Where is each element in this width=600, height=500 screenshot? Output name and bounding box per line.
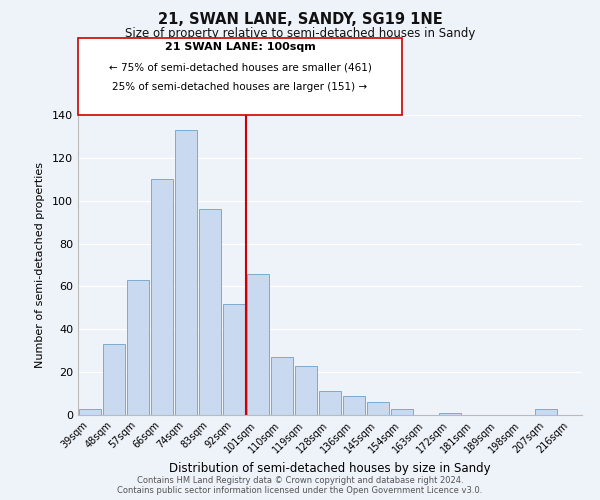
Text: Size of property relative to semi-detached houses in Sandy: Size of property relative to semi-detach… bbox=[125, 28, 475, 40]
Text: Contains public sector information licensed under the Open Government Licence v3: Contains public sector information licen… bbox=[118, 486, 482, 495]
Bar bbox=[103, 344, 125, 415]
Bar bbox=[295, 366, 317, 415]
Y-axis label: Number of semi-detached properties: Number of semi-detached properties bbox=[35, 162, 45, 368]
Bar bbox=[343, 396, 365, 415]
Bar bbox=[247, 274, 269, 415]
Bar bbox=[391, 408, 413, 415]
Bar bbox=[151, 180, 173, 415]
Bar bbox=[223, 304, 245, 415]
Bar bbox=[439, 413, 461, 415]
Bar bbox=[271, 357, 293, 415]
Bar bbox=[127, 280, 149, 415]
Text: ← 75% of semi-detached houses are smaller (461): ← 75% of semi-detached houses are smalle… bbox=[109, 62, 371, 72]
Bar bbox=[79, 408, 101, 415]
Bar bbox=[199, 210, 221, 415]
Text: 21 SWAN LANE: 100sqm: 21 SWAN LANE: 100sqm bbox=[164, 42, 316, 51]
Bar bbox=[175, 130, 197, 415]
Bar bbox=[367, 402, 389, 415]
Bar bbox=[319, 392, 341, 415]
Bar bbox=[535, 408, 557, 415]
X-axis label: Distribution of semi-detached houses by size in Sandy: Distribution of semi-detached houses by … bbox=[169, 462, 491, 474]
Text: Contains HM Land Registry data © Crown copyright and database right 2024.: Contains HM Land Registry data © Crown c… bbox=[137, 476, 463, 485]
Text: 21, SWAN LANE, SANDY, SG19 1NE: 21, SWAN LANE, SANDY, SG19 1NE bbox=[158, 12, 442, 28]
Text: 25% of semi-detached houses are larger (151) →: 25% of semi-detached houses are larger (… bbox=[112, 82, 368, 92]
